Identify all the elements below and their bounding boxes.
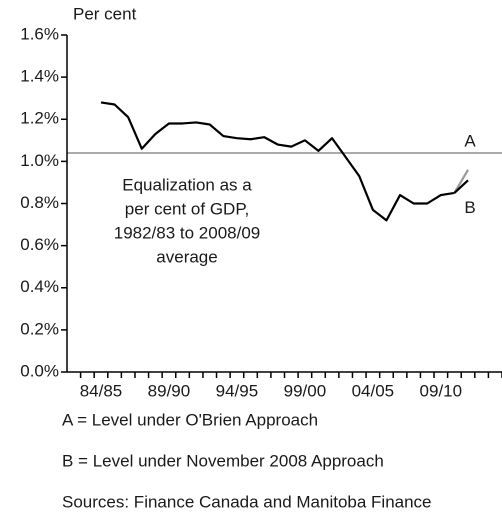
y-tick-label: 0.8% xyxy=(20,193,59,212)
y-tick-label: 1.2% xyxy=(20,109,59,128)
x-tick-label: 09/10 xyxy=(420,381,463,400)
y-tick-label: 0.4% xyxy=(20,277,59,296)
x-tick-label: 84/85 xyxy=(80,381,123,400)
y-tick-label: 1.4% xyxy=(20,67,59,86)
annotation: Equalization as a xyxy=(122,175,252,194)
note: Sources: Finance Canada and Manitoba Fin… xyxy=(62,492,432,511)
x-tick-label: 89/90 xyxy=(148,381,191,400)
y-tick-label: 1.0% xyxy=(20,151,59,170)
series-label: A xyxy=(464,131,476,150)
note: B = Level under November 2008 Approach xyxy=(62,451,384,470)
x-tick-label: 04/05 xyxy=(352,381,395,400)
line xyxy=(453,179,469,194)
y-tick-label: 0.2% xyxy=(20,319,59,338)
y-tick-label: 0.6% xyxy=(20,235,59,254)
y-axis-label: Per cent xyxy=(73,4,137,23)
x-tick-label: 94/95 xyxy=(216,381,259,400)
annotation: per cent of GDP, xyxy=(125,199,249,218)
series-label: B xyxy=(464,198,475,217)
annotation: 1982/83 to 2008/09 xyxy=(114,223,261,242)
x-tick-label: 99/00 xyxy=(284,381,327,400)
line xyxy=(100,101,455,222)
y-tick-label: 1.6% xyxy=(20,24,59,43)
line xyxy=(453,169,469,194)
annotation: average xyxy=(156,247,217,266)
note: A = Level under O'Brien Approach xyxy=(62,410,318,429)
y-tick-label: 0.0% xyxy=(20,361,59,380)
